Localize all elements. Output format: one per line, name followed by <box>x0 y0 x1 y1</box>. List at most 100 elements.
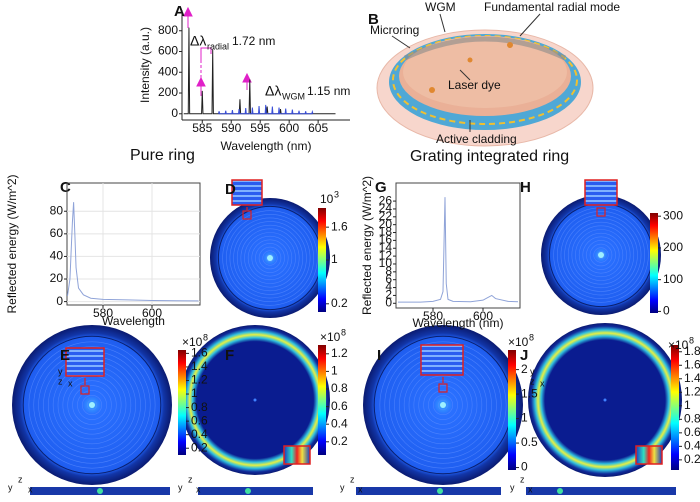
y-tick-label: 0 <box>56 294 63 308</box>
x-tick-label: 580 <box>93 306 113 320</box>
y-tick-label: 800 <box>158 23 178 37</box>
colorbar-tick-label: 0.8 <box>331 381 348 395</box>
colorbar-tick-label: 100 <box>663 272 683 286</box>
inset <box>283 445 311 465</box>
schematic-label: Fundamental radial mode <box>484 0 620 14</box>
panel-label: C <box>60 179 71 196</box>
field-ring <box>589 243 613 267</box>
field-ring <box>560 214 642 296</box>
y-axis-label: Reflected energy (W/m^2) <box>5 174 19 313</box>
field-ring <box>72 385 112 425</box>
colorbar-tick-label: 1.6 <box>331 219 348 233</box>
field-center <box>440 402 446 408</box>
colorbar-tick-label: 1.6 <box>684 357 700 371</box>
colorbar-tick-label: 0.8 <box>191 400 208 414</box>
colorbar-scale: ×10 <box>668 338 689 352</box>
annotation: Δλ <box>265 83 281 99</box>
schematic <box>376 13 594 147</box>
x-tick-label: 600 <box>279 121 299 135</box>
colorbar-tick-label: 1 <box>191 386 198 400</box>
colorbar-tick-label: 1.2 <box>684 384 700 398</box>
y-tick-label: 600 <box>158 44 178 58</box>
y-tick-label: 200 <box>158 85 178 99</box>
y-tick-label: 24 <box>379 201 393 215</box>
series-line <box>66 202 199 302</box>
inset-marker <box>596 207 606 217</box>
field-ring <box>33 346 151 464</box>
field-maps <box>12 179 682 495</box>
inset <box>420 344 464 376</box>
field-ring <box>586 240 616 270</box>
cross-section <box>526 487 676 495</box>
field-ring <box>240 228 300 288</box>
colorbar-tick-label: 0 <box>521 460 528 474</box>
axis-triad: z <box>188 474 193 484</box>
x-axis-label: Wavelength (nm) <box>221 139 312 153</box>
field-center <box>598 252 604 258</box>
y-tick-label: 60 <box>50 226 64 240</box>
field-ring <box>597 251 605 259</box>
colorbar-tick-label: 0.4 <box>331 416 348 430</box>
field-ring <box>67 380 117 430</box>
field-ring <box>428 390 458 420</box>
field-ring <box>432 394 454 416</box>
field-ring <box>22 335 162 475</box>
y-tick-label: 0 <box>171 106 178 120</box>
plot-frame <box>395 182 521 309</box>
colorbar <box>318 345 326 455</box>
x-tick-label: 585 <box>192 121 212 135</box>
plot-frame <box>66 182 201 306</box>
field-ring <box>266 254 274 262</box>
panel-label: B <box>368 11 379 28</box>
colorbar-tick-label: 0.2 <box>684 452 700 466</box>
field-ring <box>262 250 278 266</box>
y-tick-label: 14 <box>379 240 393 254</box>
colorbar-tick-label: 1.5 <box>521 386 538 400</box>
field-center <box>89 402 95 408</box>
y-tick-label: 16 <box>379 233 393 247</box>
axis-triad: y <box>510 482 515 492</box>
axis-triad: z <box>520 474 525 484</box>
y-tick-label: 20 <box>379 217 393 231</box>
inset-marker <box>438 383 448 393</box>
field-ring <box>379 341 507 469</box>
field-ring <box>437 399 449 411</box>
y-tick-label: 6 <box>385 272 392 286</box>
field-center <box>253 398 257 402</box>
x-tick-label: 590 <box>221 121 241 135</box>
cross-section-spot <box>245 488 251 494</box>
inset <box>635 445 663 465</box>
colorbar-tick-label: 0.2 <box>191 440 208 454</box>
axis-triad: x <box>68 378 73 388</box>
panel-label: E <box>60 347 70 364</box>
cross-section <box>198 487 313 495</box>
field-ring <box>255 243 285 273</box>
colorbar-scale-exponent: 3 <box>334 189 339 199</box>
y-tick-label: 2 <box>385 288 392 302</box>
field-center <box>603 398 607 402</box>
field-ring <box>222 210 318 306</box>
x-tick-label: 595 <box>250 121 270 135</box>
field-ring <box>556 210 646 300</box>
y-tick-label: 20 <box>50 271 64 285</box>
colorbar-tick-label: 1.8 <box>684 344 700 358</box>
panel-label: J <box>520 347 528 364</box>
field-ring <box>582 236 620 274</box>
series-line <box>398 197 519 303</box>
field-ring <box>86 399 98 411</box>
axis-triad: z <box>18 474 23 484</box>
colorbar-tick-label: 0.6 <box>191 413 208 427</box>
colorbar-scale-exponent: 8 <box>203 332 208 342</box>
colorbar-tick-label: 0.2 <box>331 296 348 310</box>
colorbar-scale: ×10 <box>182 335 203 349</box>
panel-label: G <box>375 179 387 196</box>
field-ring <box>244 232 296 284</box>
caption: Pure ring <box>130 147 195 164</box>
y-axis-label: Reflected energy (W/m^2) <box>360 176 374 315</box>
field-ring <box>28 341 156 469</box>
field-ring <box>575 229 627 281</box>
schematic-label: Laser dye <box>448 78 501 92</box>
axis-triad: z <box>58 376 63 386</box>
colorbar <box>650 213 658 313</box>
